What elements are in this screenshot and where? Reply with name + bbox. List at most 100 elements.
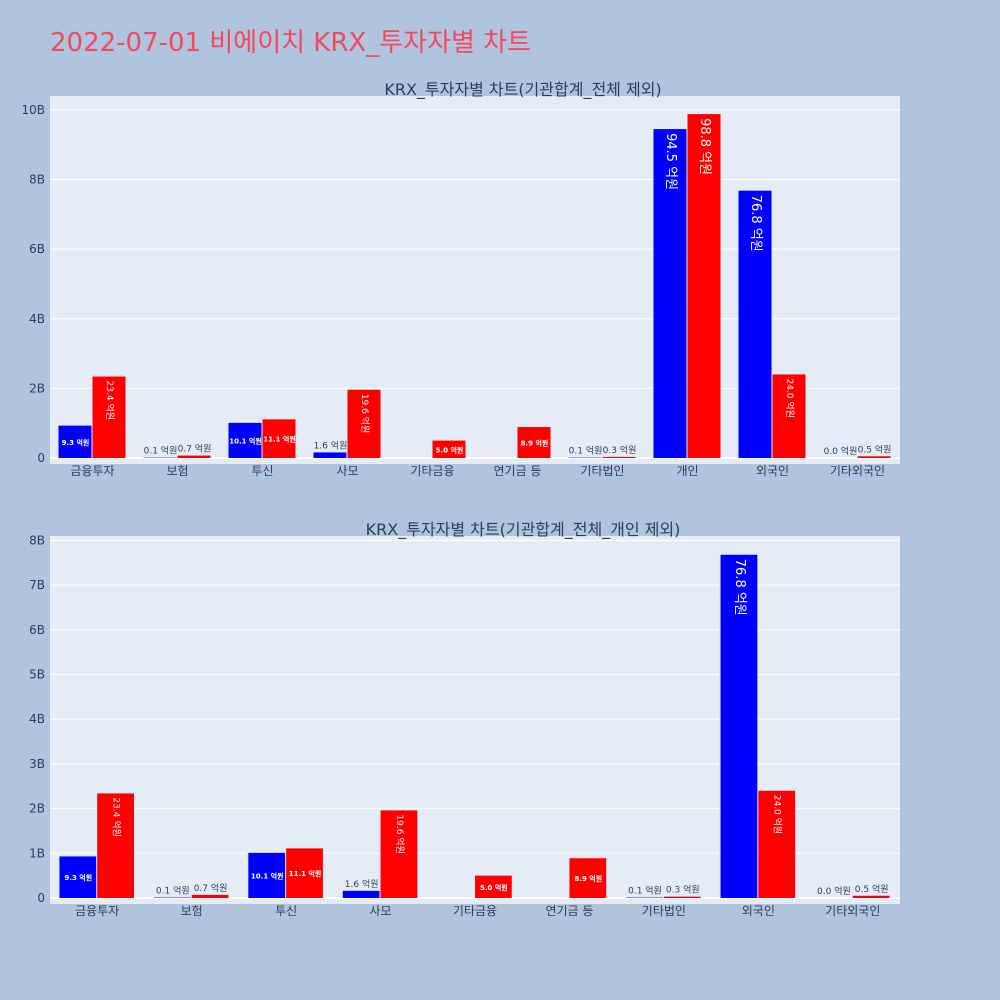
y-tick-label: 1B xyxy=(29,846,45,860)
data-label: 0.1 억원 xyxy=(144,445,178,457)
y-tick-label: 4B xyxy=(29,312,45,326)
data-label: 0.0 억원 xyxy=(817,885,851,897)
x-tick-label: 기타법인 xyxy=(580,464,624,478)
bar-red xyxy=(432,440,466,458)
bar-blue xyxy=(248,852,286,898)
data-label: 9.3 억원 xyxy=(62,438,90,447)
data-label: 8.9 억원 xyxy=(574,874,602,883)
data-label: 10.1 억원 xyxy=(251,871,284,880)
data-label: 11.1 억원 xyxy=(263,435,296,444)
y-tick-label: 2B xyxy=(29,381,45,395)
data-label: 24.0 억원 xyxy=(772,795,784,834)
x-tick-label: 사모 xyxy=(370,904,392,918)
bar-red xyxy=(286,848,323,898)
bar-red xyxy=(772,374,806,458)
page-title: 2022-07-01 비에이치 KRX_투자자별 차트 xyxy=(50,28,532,58)
data-label: 5.0 억원 xyxy=(436,445,464,454)
data-label: 76.8 억원 xyxy=(732,559,747,616)
data-label: 23.4 억원 xyxy=(111,797,123,836)
data-label: 0.3 억원 xyxy=(603,444,637,456)
bar-blue xyxy=(313,452,347,458)
y-tick-label: 3B xyxy=(29,757,45,771)
bar-blue xyxy=(342,890,380,898)
bar-red xyxy=(92,376,126,458)
bar-red xyxy=(191,894,229,898)
data-label: 1.6 억원 xyxy=(345,878,379,890)
bar-blue xyxy=(59,856,97,898)
x-tick-label: 투신 xyxy=(275,904,297,918)
bar-red xyxy=(663,896,701,898)
data-label: 0.5 억원 xyxy=(858,443,892,455)
data-label: 5.0 억원 xyxy=(480,883,508,892)
data-label: 1.6 억원 xyxy=(314,439,348,451)
x-tick-label: 외국인 xyxy=(742,904,775,918)
chart-2: 0 1B 2B 3B 4B 5B 6B 7B 8B KRX_투자자별 차트(기관합계_전체_개인 … xyxy=(29,520,900,918)
x-tick-label: 기타금융 xyxy=(410,464,454,478)
bar-red xyxy=(97,793,134,898)
bar-red xyxy=(602,456,636,458)
chart-title: KRX_투자자별 차트(기관합계_전체_개인 제외) xyxy=(366,520,681,540)
bar-red xyxy=(758,790,796,898)
data-label: 0.1 억원 xyxy=(156,885,190,897)
bar-blue xyxy=(720,554,758,898)
x-tick-label: 사모 xyxy=(336,464,358,478)
x-tick-label: 연기금 등 xyxy=(494,464,542,478)
x-tick-label: 외국인 xyxy=(756,464,789,478)
y-tick-label: 4B xyxy=(29,712,45,726)
y-tick-label: 8B xyxy=(29,173,45,187)
y-tick-label: 7B xyxy=(29,578,45,592)
y-tick-label: 0 xyxy=(37,451,45,465)
x-tick-label: 연기금 등 xyxy=(545,904,593,918)
bar-red xyxy=(347,389,381,458)
y-tick-label: 5B xyxy=(29,668,45,682)
bar-red xyxy=(517,427,551,458)
y-tick-label: 0 xyxy=(37,891,45,905)
data-label: 0.5 억원 xyxy=(855,883,889,895)
bar-red xyxy=(852,895,890,898)
bar-red xyxy=(380,810,418,898)
data-label: 23.4 억원 xyxy=(104,381,116,420)
bar-red xyxy=(177,455,211,458)
x-tick-label: 보험 xyxy=(181,904,203,918)
x-tick-label: 금융투자 xyxy=(75,904,119,918)
x-tick-label: 보험 xyxy=(166,464,188,478)
y-tick-label: 6B xyxy=(29,623,45,637)
x-tick-label: 기타법인 xyxy=(642,904,686,918)
data-label: 0.3 억원 xyxy=(666,884,700,896)
data-label: 19.6 억원 xyxy=(359,394,371,433)
bar-blue xyxy=(228,422,262,458)
data-label: 0.7 억원 xyxy=(194,882,228,894)
chart-1: 0 2B 4B 6B 8B 10B KRX_투자자별 차트(기관합계_전체 제외) 금융투자 9… xyxy=(21,80,900,478)
bar-blue xyxy=(58,425,92,458)
x-tick-label: 개인 xyxy=(676,464,698,478)
data-label: 19.6 억원 xyxy=(394,814,406,853)
data-label: 8.9 억원 xyxy=(521,439,549,448)
x-tick-label: 투신 xyxy=(251,464,273,478)
y-tick-label: 2B xyxy=(29,802,45,816)
x-tick-label: 기타외국인 xyxy=(830,464,885,478)
data-label: 94.5 억원 xyxy=(663,133,678,190)
data-label: 10.1 억원 xyxy=(229,436,262,445)
y-tick-label: 10B xyxy=(21,103,45,117)
bar-blue xyxy=(738,190,772,458)
x-tick-label: 금융투자 xyxy=(70,464,114,478)
data-label: 0.1 억원 xyxy=(628,885,662,897)
chart-title: KRX_투자자별 차트(기관합계_전체 제외) xyxy=(384,80,661,100)
data-label: 76.8 억원 xyxy=(748,195,763,252)
bar-red xyxy=(262,419,296,458)
x-tick-label: 기타외국인 xyxy=(825,904,880,918)
bar-red xyxy=(687,114,721,458)
y-tick-label: 8B xyxy=(29,533,45,547)
data-label: 0.0 억원 xyxy=(824,445,858,457)
data-label: 11.1 억원 xyxy=(289,869,322,878)
y-tick-label: 6B xyxy=(29,242,45,256)
data-label: 24.0 억원 xyxy=(784,378,796,417)
bar-red xyxy=(569,858,607,898)
bar-red xyxy=(475,875,512,898)
bar-red xyxy=(857,456,891,458)
data-label: 0.7 억원 xyxy=(178,443,212,455)
bar-blue xyxy=(653,129,687,458)
x-tick-label: 기타금융 xyxy=(453,904,497,918)
data-label: 98.8 억원 xyxy=(697,118,712,175)
